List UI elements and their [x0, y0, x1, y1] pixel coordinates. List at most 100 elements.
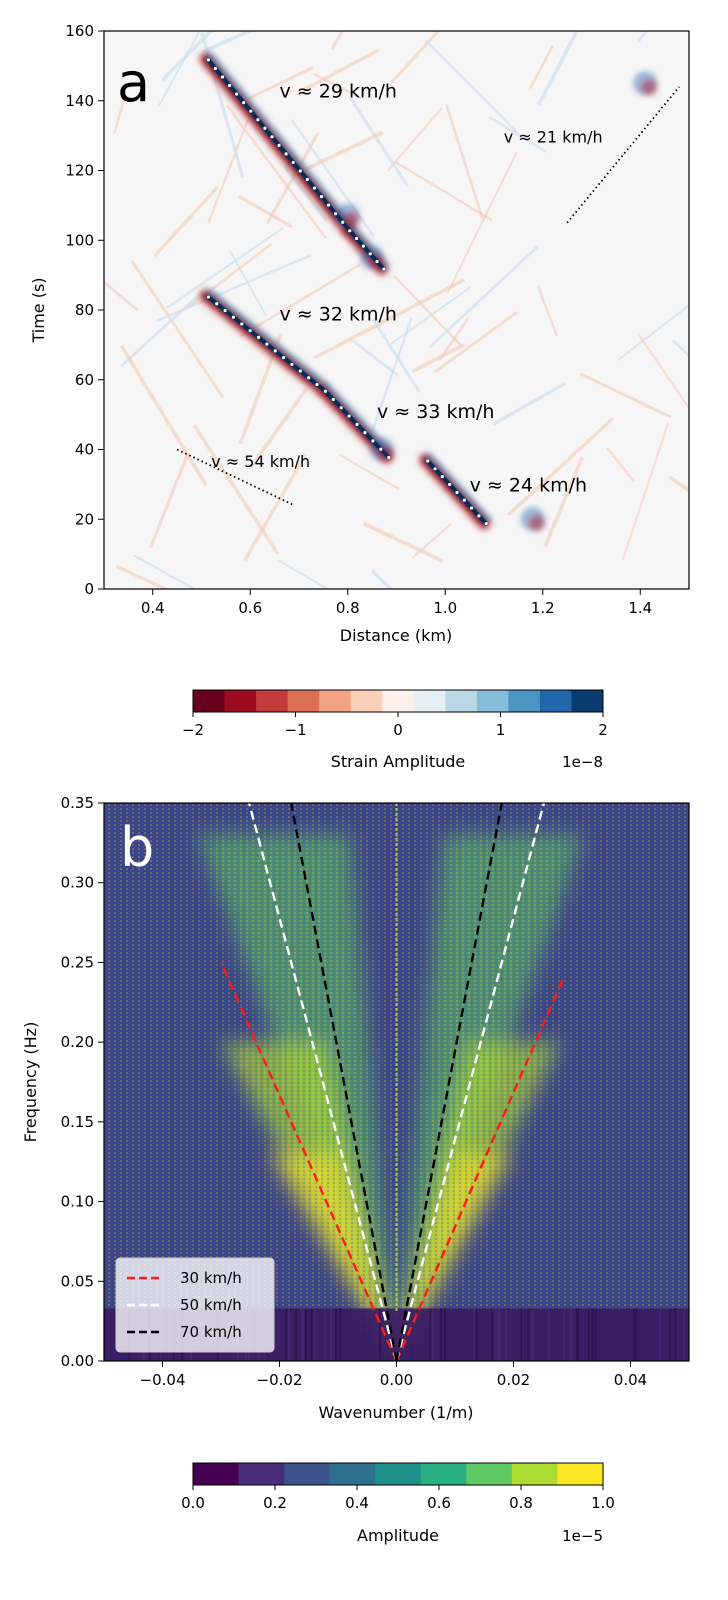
texture-streak	[246, 65, 315, 101]
x-tick-label: −0.02	[257, 1371, 303, 1389]
texture-streak	[488, 115, 547, 153]
panel-a-annotations: v ≈ 29 km/h v ≈ 21 km/h v ≈ 32 km/h v ≈ 33 …	[211, 80, 602, 496]
colorbar-tick-label: −1	[284, 721, 306, 739]
crossing-blob	[343, 211, 360, 228]
panel-a-faint-texture	[104, 31, 689, 589]
colorbar-cell	[466, 1463, 513, 1485]
colorbar-cell	[445, 690, 478, 712]
x-tick-label: 0.02	[497, 1371, 530, 1389]
track-marker	[477, 514, 481, 518]
colorbar-cell	[382, 690, 415, 712]
y-tick-label: 20	[75, 510, 94, 528]
x-tick-label: 1.2	[531, 599, 555, 617]
colorbar-cell	[287, 690, 320, 712]
y-tick-label: 80	[75, 301, 94, 319]
track-marker	[448, 482, 452, 487]
track-marker	[291, 160, 295, 165]
track-marker	[426, 459, 430, 463]
track-marker	[265, 342, 269, 346]
track-marker	[363, 431, 367, 435]
track-marker	[334, 212, 338, 216]
track-marker	[227, 83, 232, 88]
texture-streak	[446, 151, 518, 294]
colorbar-cell	[511, 1463, 558, 1485]
y-tick-label: 0	[84, 580, 94, 598]
colorbar-tick-label: 2	[598, 721, 608, 739]
texture-streak	[366, 317, 413, 444]
legend-label: 30 km/h	[180, 1269, 242, 1287]
texture-streak	[156, 254, 312, 323]
track-marker	[298, 169, 302, 173]
track-marker	[281, 355, 286, 360]
x-tick-label: 0.04	[614, 1371, 647, 1389]
colorbar-cell	[557, 1463, 604, 1485]
track-marker	[240, 322, 244, 326]
track-marker	[354, 236, 359, 241]
velocity-annotation: v ≈ 21 km/h	[504, 128, 603, 147]
texture-streak	[113, 92, 128, 134]
track-marker	[326, 203, 331, 207]
panel-b-x-axis-label: Wavenumber (1/m)	[318, 1403, 473, 1422]
y-tick-label: 100	[65, 231, 94, 249]
texture-streak	[283, 165, 328, 222]
track-marker	[339, 406, 343, 410]
track-marker	[368, 252, 372, 256]
colorbar-tick-label: 0.4	[345, 1494, 369, 1512]
texture-streak	[130, 260, 225, 399]
track-marker	[215, 302, 219, 306]
crossing-blob	[529, 515, 545, 532]
panel-a-x-axis-label: Distance (km)	[340, 626, 452, 645]
texture-streak	[393, 275, 463, 347]
panel-a-x-ticks: 0.4 0.6 0.8 1.0 1.2 1.4	[141, 589, 652, 617]
texture-streak	[528, 45, 554, 90]
colorbar-cell	[329, 1463, 376, 1485]
texture-streak	[621, 422, 670, 561]
x-tick-label: 1.4	[628, 599, 652, 617]
texture-streak	[119, 344, 208, 487]
velocity-annotation: v ≈ 29 km/h	[280, 80, 397, 102]
colorbar-cell	[571, 690, 604, 712]
colorbar-tick-label: 0.6	[427, 1494, 451, 1512]
colorbar-tick-label: 1	[496, 721, 506, 739]
track-marker	[256, 118, 260, 122]
colorbar-cell	[238, 1463, 285, 1485]
texture-streak	[104, 281, 139, 312]
track-marker	[231, 315, 236, 319]
texture-streak	[158, 31, 201, 107]
x-tick-label: 0.00	[380, 1371, 413, 1389]
texture-streak	[226, 104, 328, 240]
y-tick-label: 0.30	[61, 874, 94, 892]
track-marker	[331, 397, 335, 402]
colorbar-b-frame	[192, 1462, 604, 1486]
y-tick-label: 120	[65, 162, 94, 180]
texture-streak	[349, 97, 410, 188]
texture-streak	[412, 523, 452, 559]
colorbar-tick-label: 0.8	[509, 1494, 533, 1512]
texture-streak	[338, 453, 400, 490]
colorbar-cell	[193, 1463, 240, 1485]
texture-streak	[153, 185, 220, 258]
speed-line-50	[395, 803, 546, 1361]
track-marker	[355, 422, 359, 426]
texture-streak	[313, 278, 466, 360]
velocity-annotation: v ≈ 24 km/h	[470, 474, 587, 496]
track-line	[347, 228, 386, 272]
track-marker	[348, 229, 352, 233]
colorbar-cell	[350, 690, 383, 712]
texture-streak	[395, 161, 493, 222]
colorbar-b-label: Amplitude	[357, 1526, 439, 1545]
colorbar-a-ticks: −2 −1 0 1 2	[182, 712, 608, 739]
x-tick-label: 0.8	[336, 599, 360, 617]
colorbar-tick-label: 0.0	[181, 1494, 205, 1512]
reference-line	[176, 448, 295, 507]
panel-a-track-markers	[206, 57, 489, 526]
track-marker	[206, 58, 210, 62]
x-tick-label: 0.4	[141, 599, 165, 617]
track-marker	[319, 195, 324, 199]
texture-streak	[201, 31, 255, 54]
texture-streak	[362, 521, 444, 564]
texture-streak	[492, 381, 566, 426]
track-marker	[290, 362, 294, 366]
y-tick-label: 40	[75, 441, 94, 459]
texture-streak	[617, 303, 689, 361]
